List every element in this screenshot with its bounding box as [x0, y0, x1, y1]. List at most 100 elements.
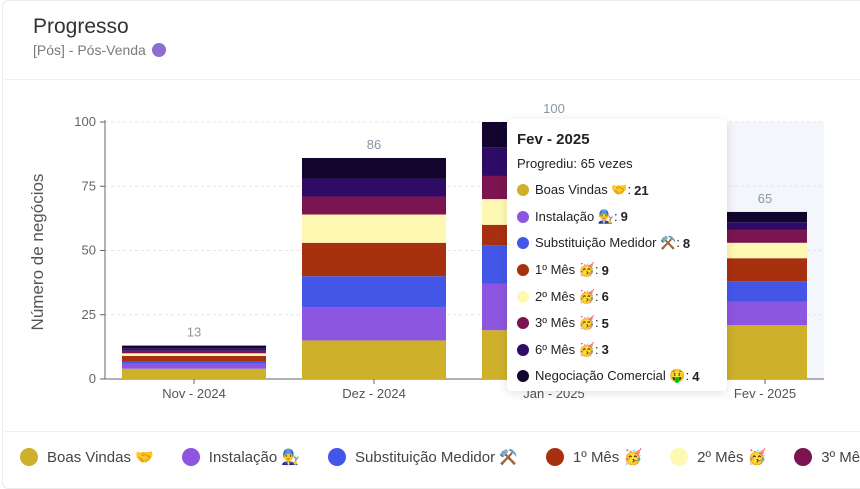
legend-item[interactable]: Substituição Medidor ⚒️ — [328, 448, 518, 466]
legend-divider — [5, 431, 860, 432]
tooltip-row-value: 6 — [601, 289, 609, 305]
tooltip-swatch — [517, 237, 529, 250]
legend-item[interactable]: 3º Mês — [794, 448, 860, 466]
legend-item[interactable]: 2º Mês 🥳 — [670, 448, 766, 466]
tooltip-row-value: 9 — [601, 262, 609, 278]
tooltip-row: Boas Vindas 🤝: 21 — [517, 177, 717, 204]
bar-segment — [302, 196, 446, 215]
tooltip-row-label: Substituição Medidor ⚒️: — [535, 235, 680, 251]
bar-segment — [122, 361, 266, 364]
x-tick-label: Dez - 2024 — [342, 386, 406, 401]
header-divider — [5, 79, 860, 80]
tooltip-row-label: Negociação Comercial 🤑: — [535, 368, 690, 384]
legend-label: Instalação 👨‍🔧 — [208, 449, 301, 466]
legend-label: Substituição Medidor ⚒️ — [355, 449, 518, 466]
tooltip-row-value: 21 — [634, 182, 649, 198]
chart-title: Progresso — [33, 15, 129, 38]
bar-segment — [302, 157, 446, 179]
tooltip-swatch — [517, 264, 529, 277]
bar-segment — [723, 301, 807, 326]
tooltip-row: Instalação 👨‍🔧: 9 — [517, 204, 717, 231]
legend-item[interactable]: Boas Vindas 🤝 — [20, 448, 154, 466]
tooltip-row: Substituição Medidor ⚒️: 8 — [517, 230, 717, 257]
bar-segment — [723, 211, 807, 223]
subtitle-text: [Pós] - Pós-Venda — [33, 42, 146, 58]
y-tick-label: 50 — [82, 243, 96, 258]
legend-label: 1º Mês 🥳 — [572, 449, 643, 466]
chart-subtitle: [Pós] - Pós-Venda — [33, 42, 166, 58]
tooltip-row-value: 3 — [601, 342, 609, 358]
tooltip-title: Fev - 2025 — [517, 131, 590, 148]
tooltip-row-value: 9 — [620, 209, 628, 225]
legend-swatch — [328, 448, 347, 466]
tooltip-row-value: 5 — [601, 315, 609, 331]
legend-label: Boas Vindas 🤝 — [47, 449, 154, 466]
bar-segment — [723, 281, 807, 302]
legend-label: 2º Mês 🥳 — [697, 449, 767, 466]
bar-segment — [723, 242, 807, 259]
y-axis-label: Número de negócios — [28, 174, 47, 331]
tooltip-row: Negociação Comercial 🤑: 4 — [517, 363, 717, 390]
bar-segment — [302, 276, 446, 308]
tooltip-row: 6º Mês 🥳: 3 — [517, 337, 717, 364]
tooltip-swatch — [517, 210, 529, 223]
bar-segment — [302, 178, 446, 197]
legend-swatch — [670, 448, 689, 466]
bar-segment — [723, 222, 807, 230]
bar-segment — [122, 345, 266, 349]
tooltip-swatch — [517, 290, 529, 303]
legend-item[interactable]: Instalação 👨‍🔧 — [181, 448, 301, 466]
bar-segment — [723, 229, 807, 243]
bar-segment — [122, 350, 266, 354]
tooltip-swatch — [517, 317, 529, 330]
bar-segment — [122, 355, 266, 362]
bar-total-label: 86 — [367, 137, 381, 152]
tooltip-row: 1º Mês 🥳: 9 — [517, 257, 717, 284]
bar-segment — [122, 363, 266, 369]
subtitle-status-dot — [151, 43, 166, 57]
tooltip-rows: Boas Vindas 🤝: 21 Instalação 👨‍🔧: 9 Substitu… — [517, 177, 717, 390]
y-tick-label: 0 — [89, 371, 96, 386]
chart-legend: Boas Vindas 🤝 Instalação 👨‍🔧 Substituição … — [20, 448, 860, 466]
tooltip-row: 2º Mês 🥳: 6 — [517, 283, 717, 310]
legend-swatch — [181, 448, 200, 466]
x-tick-label: Nov - 2024 — [162, 386, 226, 401]
bar-segment — [122, 368, 266, 379]
y-tick-label: 75 — [82, 178, 96, 193]
chart-header: Progresso [Pós] - Pós-Venda — [33, 13, 166, 58]
tooltip-row-label: 6º Mês 🥳: — [535, 341, 599, 357]
bar-segment — [302, 214, 446, 243]
y-tick-label: 100 — [74, 114, 96, 129]
tooltip-swatch — [517, 370, 529, 383]
tooltip-total: Progrediu: 65 vezes — [517, 156, 633, 171]
bar-segment — [122, 353, 266, 356]
tooltip-swatch — [517, 184, 529, 197]
tooltip-row-value: 8 — [682, 235, 691, 251]
tooltip-row: 3º Mês 🥳: 5 — [517, 310, 717, 337]
tooltip-row-label: 1º Mês 🥳: — [535, 262, 599, 278]
chart-tooltip: Fev - 2025 Progrediu: 65 vezes Boas Vind… — [507, 119, 727, 391]
x-tick-label: Fev - 2025 — [734, 386, 796, 401]
tooltip-row-label: Boas Vindas 🤝: — [535, 182, 632, 198]
legend-swatch — [545, 448, 564, 466]
tooltip-row-label: 2º Mês 🥳: — [535, 288, 599, 304]
bar-segment — [723, 325, 807, 379]
bar-total-label: 13 — [187, 325, 201, 340]
bar-segment — [302, 307, 446, 341]
legend-item[interactable]: 1º Mês 🥳 — [545, 448, 643, 466]
bar-total-label: 100 — [543, 101, 565, 116]
y-tick-label: 25 — [82, 307, 96, 322]
legend-swatch — [20, 448, 38, 466]
tooltip-row-value: 4 — [692, 368, 700, 384]
legend-label: 3º Mês — [821, 448, 860, 466]
bar-total-label: 65 — [758, 191, 772, 206]
bar-segment — [302, 340, 446, 379]
bar-segment — [302, 242, 446, 277]
tooltip-row-label: 3º Mês 🥳: — [535, 315, 599, 331]
tooltip-row-label: Instalação 👨‍🔧: — [535, 208, 618, 224]
tooltip-swatch — [517, 343, 529, 356]
bar-segment — [122, 348, 266, 351]
bar-segment — [723, 258, 807, 282]
stacked-bar-chart: 0 25 50 75 100 Número de negócios 13 Nov - 2024… — [28, 101, 824, 401]
legend-swatch — [794, 448, 813, 466]
